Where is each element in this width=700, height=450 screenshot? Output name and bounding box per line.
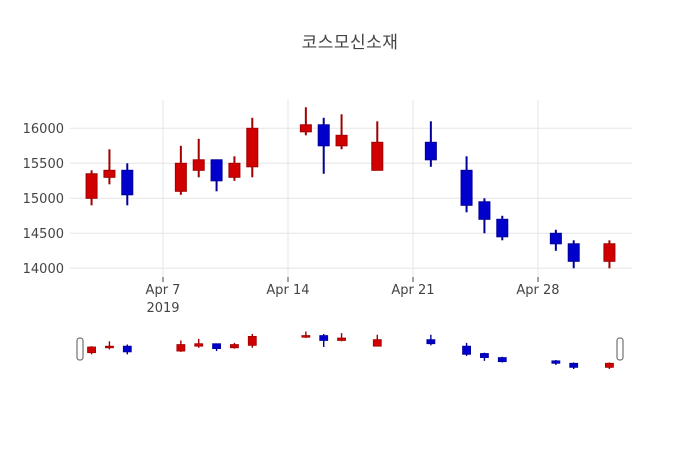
candle-body <box>210 159 223 182</box>
candle-body <box>460 169 473 206</box>
x-tick-label: Apr 28 <box>516 283 559 298</box>
chart-title: 코스모신소재 <box>301 33 399 53</box>
y-tick-label: 15500 <box>23 157 64 172</box>
rangeslider-candle-body <box>372 339 382 347</box>
candle-body <box>174 162 187 192</box>
candle-body <box>246 127 259 168</box>
rangeslider-candle-body <box>569 362 579 368</box>
rangeslider-candle-body <box>462 345 471 355</box>
candle-body <box>371 141 384 171</box>
candle-body <box>424 141 437 161</box>
rangeslider-track[interactable] <box>70 330 630 372</box>
candle-body <box>478 201 491 220</box>
rangeslider-candle-body <box>426 339 436 345</box>
y-tick-label: 14000 <box>23 262 64 277</box>
rangeslider-candle-body <box>497 357 507 363</box>
rangeslider-candle-body <box>301 335 311 338</box>
rangeslider-candle-body <box>605 362 614 368</box>
rangeslider-candle-body <box>194 343 204 347</box>
rangeslider-candle-body <box>87 346 96 354</box>
x-tick-label: Apr 7 <box>146 283 181 298</box>
rangeslider-right-handle[interactable] <box>616 337 624 361</box>
candle-body <box>317 124 330 147</box>
y-tick-label: 16000 <box>23 122 64 137</box>
candle-body <box>103 169 116 178</box>
candle-body <box>603 243 616 262</box>
x-tick-label: Apr 21 <box>391 283 434 298</box>
y-tick-label: 14500 <box>23 227 64 242</box>
candle-body <box>192 159 205 171</box>
plot-area[interactable] <box>70 100 632 277</box>
candle-body <box>228 162 241 178</box>
candle-body <box>299 124 312 133</box>
rangeslider-candle-body <box>230 344 239 349</box>
rangeslider-candle-body <box>212 343 221 350</box>
candle-body <box>496 218 509 238</box>
rangeslider-candle-body <box>176 344 186 352</box>
rangeslider-candle-body <box>105 345 114 349</box>
rangeslider-candle-body <box>337 337 346 341</box>
rangeslider-left-handle[interactable] <box>76 337 84 361</box>
rangeslider-candle-body <box>551 360 561 364</box>
x-axis-year-label: 2019 <box>146 301 179 316</box>
y-tick-label: 15000 <box>23 192 64 207</box>
rangeslider-candle-body <box>480 353 489 358</box>
x-tick-label: Apr 14 <box>266 283 309 298</box>
candle-body <box>121 169 134 196</box>
rangeslider-candle-body <box>122 345 132 353</box>
rangeslider-candle-body <box>319 335 329 341</box>
candle-body <box>335 134 348 147</box>
candle-body <box>567 243 580 262</box>
candle-body <box>85 173 98 199</box>
candle-body <box>549 232 562 245</box>
rangeslider-candle-body <box>247 335 257 346</box>
